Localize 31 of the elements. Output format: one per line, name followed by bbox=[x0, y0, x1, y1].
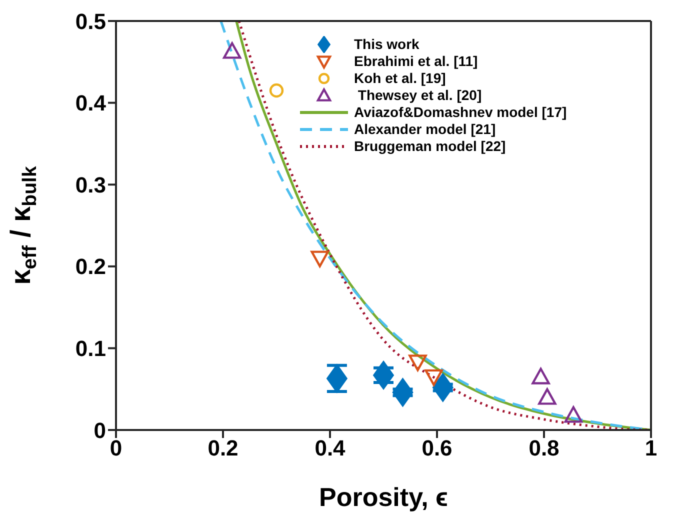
y-tick-label: 0.4 bbox=[75, 90, 107, 116]
point bbox=[424, 369, 443, 386]
legend-label: This work bbox=[354, 36, 420, 53]
x-tick-label: 0.6 bbox=[422, 436, 452, 461]
point bbox=[392, 378, 414, 407]
x-tick-label: 0.2 bbox=[208, 436, 238, 461]
y-tick-label: 0 bbox=[94, 418, 106, 443]
legend-label: Koh et al. [19] bbox=[354, 70, 446, 87]
x-tick-label: 1 bbox=[644, 436, 658, 461]
point bbox=[373, 360, 394, 390]
x-tick-label: 0.8 bbox=[528, 436, 560, 461]
point bbox=[532, 368, 550, 384]
legend-label: Alexander model [21] bbox=[354, 121, 496, 138]
x-axis-title: Porosity, ϵ bbox=[319, 482, 448, 512]
x-tick-label: 0 bbox=[110, 436, 122, 461]
point bbox=[408, 354, 427, 372]
y-tick-label: 0.2 bbox=[75, 254, 106, 280]
point bbox=[222, 42, 242, 59]
legend-label: Ebrahimi et al. [11] bbox=[354, 53, 478, 70]
point bbox=[538, 388, 556, 405]
legend-label: Thewsey et al. [20] bbox=[356, 87, 482, 104]
point bbox=[269, 83, 284, 98]
x-tick-label: 0.4 bbox=[314, 436, 346, 461]
point bbox=[564, 406, 583, 423]
legend-label: Aviazof&Domashnev model [17] bbox=[354, 104, 567, 121]
y-tick-label: 0.1 bbox=[75, 336, 106, 362]
point bbox=[310, 250, 329, 268]
point bbox=[432, 372, 454, 402]
y-tick-label: 0.5 bbox=[75, 8, 106, 34]
y-tick-label: 0.3 bbox=[75, 172, 106, 198]
legend-label: Bruggeman model [22] bbox=[354, 138, 506, 155]
